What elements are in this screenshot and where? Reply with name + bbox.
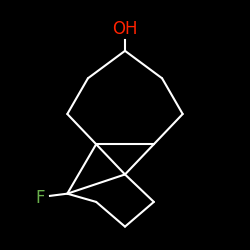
Text: OH: OH <box>112 20 138 38</box>
Text: F: F <box>36 189 45 207</box>
